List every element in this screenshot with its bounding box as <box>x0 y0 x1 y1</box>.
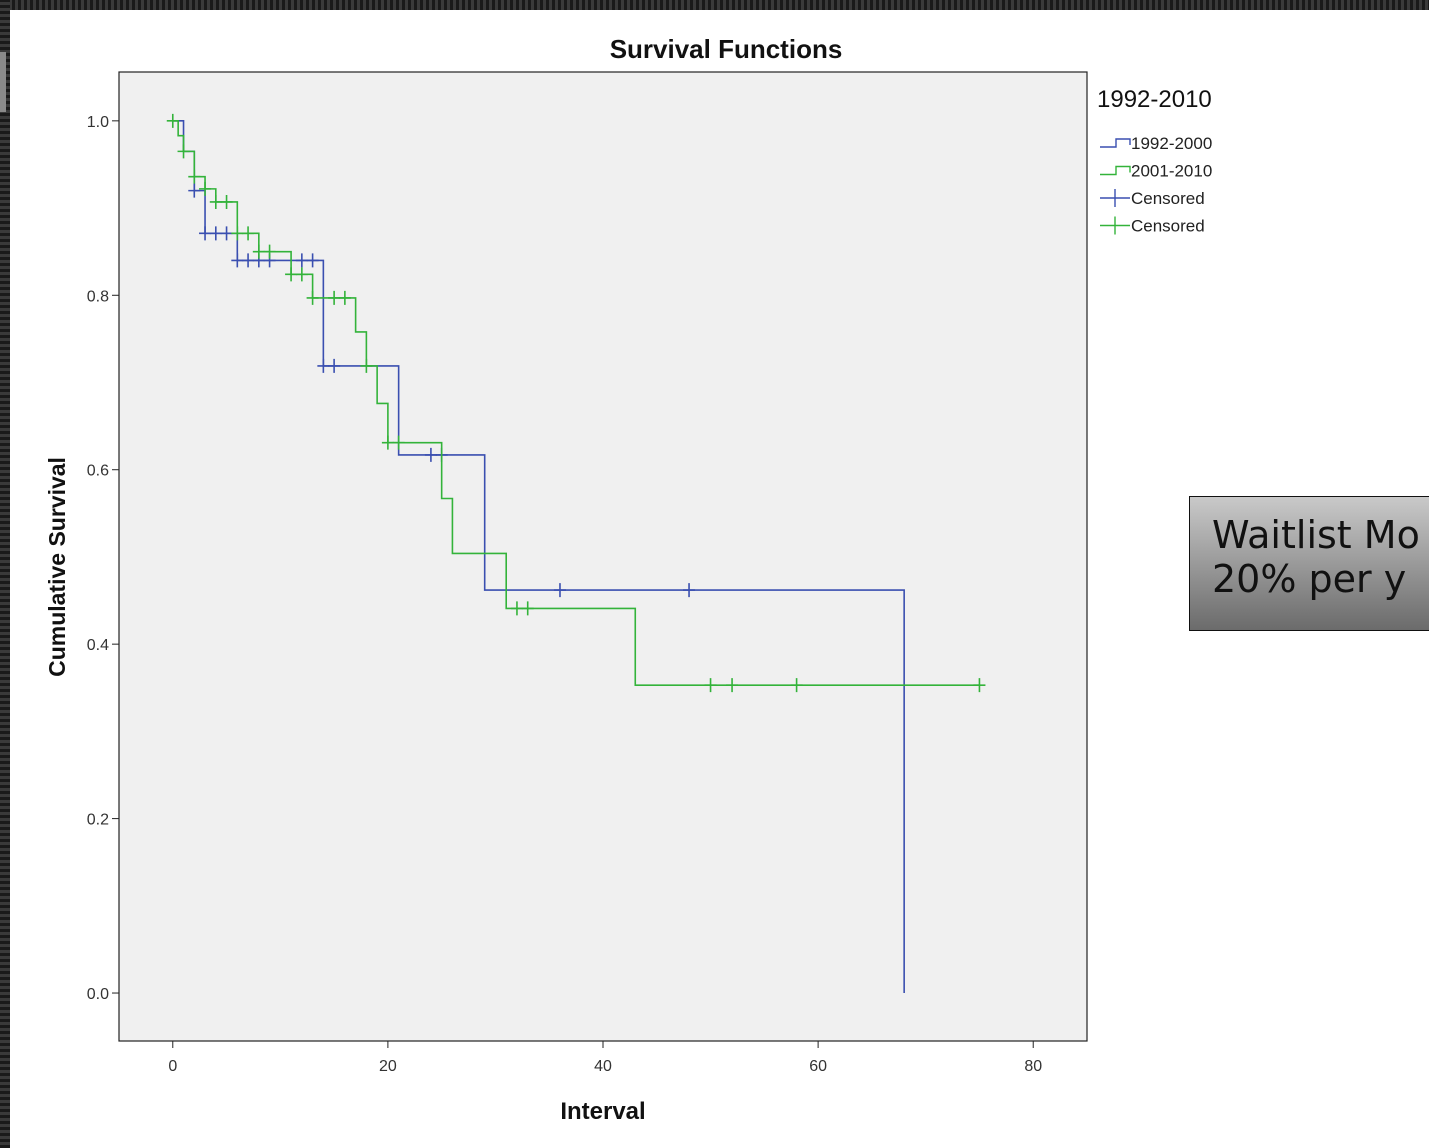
x-tick-label-2: 40 <box>594 1058 612 1075</box>
censored-mark-1-8 <box>252 244 265 259</box>
censored-mark-1-18 <box>510 601 523 616</box>
y-tick-label-0: 0.0 <box>87 986 109 1003</box>
censored-mark-1-7 <box>242 226 255 241</box>
side-tab <box>0 52 6 112</box>
censored-mark-0-9 <box>306 253 319 268</box>
censored-mark-1-5 <box>220 194 233 209</box>
y-tick-label-1: 0.2 <box>87 812 109 829</box>
y-axis-label: Cumulative Survival <box>44 457 70 677</box>
censored-mark-0-14 <box>553 583 566 598</box>
censored-mark-0-10 <box>317 358 330 373</box>
censored-mark-0-8 <box>295 253 308 268</box>
legend-marker-1 <box>1100 165 1131 176</box>
censored-mark-1-19 <box>521 601 534 616</box>
legend-label-1: 2001-2010 <box>1131 162 1212 181</box>
legend-marker-0 <box>1100 138 1131 148</box>
censored-mark-1-22 <box>790 678 803 693</box>
censored-mark-1-0 <box>166 113 179 128</box>
censored-mark-1-9 <box>263 244 276 259</box>
censored-mark-0-12 <box>424 447 437 462</box>
slide-frame-top <box>0 0 1429 10</box>
legend-marker-2 <box>1100 189 1130 207</box>
plot-area <box>118 71 1088 1042</box>
censored-mark-1-1 <box>177 144 190 159</box>
censored-mark-1-11 <box>295 267 308 282</box>
chart-sheet: 0 20 40 60 80 0.0 0.2 0.4 0.6 0.8 1.0 Survival Fun… <box>10 10 1429 1148</box>
censored-mark-1-21 <box>726 678 739 693</box>
y-tick-label-4: 0.8 <box>87 288 109 305</box>
censored-mark-1-6 <box>231 226 244 241</box>
censored-mark-0-2 <box>209 226 222 241</box>
censored-mark-1-16 <box>381 435 394 450</box>
legend-label-0: 1992-2000 <box>1131 134 1212 153</box>
censored-mark-1-14 <box>338 290 351 305</box>
censored-mark-0-15 <box>683 583 696 598</box>
x-axis-label: Interval <box>560 1098 645 1125</box>
x-tick-label-1: 20 <box>379 1058 397 1075</box>
censored-mark-0-11 <box>328 358 341 373</box>
censored-mark-1-13 <box>328 290 341 305</box>
censored-mark-1-17 <box>392 435 405 450</box>
y-tick-label-3: 0.6 <box>87 463 109 480</box>
censored-mark-0-0 <box>188 183 201 198</box>
survival-chart: 0 20 40 60 80 0.0 0.2 0.4 0.6 0.8 1.0 Survival Fun… <box>44 34 1212 1125</box>
callout-line-2: 20% per y <box>1212 557 1407 601</box>
censored-mark-1-2 <box>188 169 201 184</box>
censored-mark-1-23 <box>973 678 986 693</box>
x-tick-label-0: 0 <box>168 1058 177 1075</box>
legend-title: 1992-2010 <box>1097 86 1212 113</box>
legend-marker-3 <box>1100 216 1130 235</box>
x-tick-label-3: 60 <box>809 1058 827 1075</box>
mortality-callout-box: Waitlist Mo 20% per y <box>1189 496 1429 631</box>
callout-line-1: Waitlist Mo <box>1212 513 1420 557</box>
censored-mark-1-20 <box>704 678 717 693</box>
chart-title: Survival Functions <box>610 34 843 64</box>
y-tick-label-2: 0.4 <box>87 637 109 654</box>
y-tick-label-5: 1.0 <box>87 114 109 131</box>
censored-mark-1-4 <box>209 194 222 209</box>
censored-mark-1-15 <box>360 358 373 373</box>
censored-mark-0-4 <box>231 253 244 268</box>
legend-label-2: Censored <box>1131 189 1205 208</box>
legend-label-3: Censored <box>1131 217 1205 236</box>
censored-mark-1-10 <box>285 267 298 282</box>
slide-frame-left <box>0 0 10 1148</box>
censored-mark-1-3 <box>199 181 212 196</box>
x-tick-label-4: 80 <box>1024 1058 1042 1075</box>
censored-mark-1-12 <box>306 290 319 305</box>
censored-mark-0-1 <box>199 226 212 241</box>
censored-mark-0-3 <box>220 226 233 241</box>
censored-mark-0-5 <box>242 253 255 268</box>
